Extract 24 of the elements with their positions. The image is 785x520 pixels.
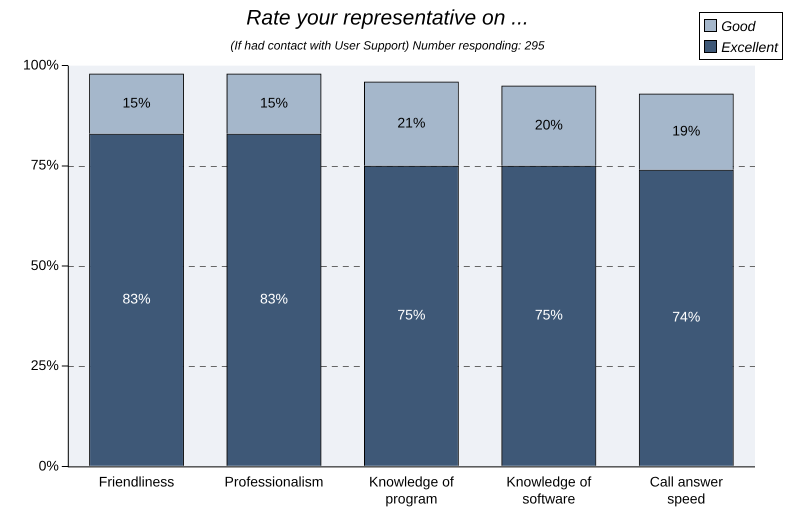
x-tick-label: Call answer speed [650, 474, 724, 506]
x-tick-label: Friendliness [98, 474, 174, 490]
y-tick-label: 25% [30, 357, 59, 374]
data-label: 83% [122, 290, 151, 307]
y-tick-label: 75% [30, 156, 59, 173]
data-label: 21% [397, 114, 426, 131]
chart-subtitle: (If had contact with User Support) Number responding: 295 [230, 38, 545, 53]
data-label: 75% [534, 306, 563, 323]
data-label: 83% [260, 290, 288, 307]
data-label: 20% [534, 116, 563, 133]
data-label: 74% [672, 308, 700, 325]
data-label: 15% [122, 94, 151, 111]
y-tick-label: 50% [30, 256, 59, 273]
data-label: 75% [397, 306, 426, 323]
x-tick-label: Knowledge of program [368, 474, 454, 506]
text: Excellent [721, 38, 778, 54]
x-tick-label: Knowledge of software [506, 474, 592, 506]
legend-label: Good [721, 18, 756, 34]
y-tick-label: 100% [22, 56, 59, 72]
x-tick-label: Professionalism [224, 474, 324, 490]
y-tick-label: 0% [38, 457, 59, 474]
data-label: 15% [260, 94, 288, 111]
chart-title: Rate your representative on ... [246, 6, 529, 30]
data-label: 19% [672, 122, 700, 139]
